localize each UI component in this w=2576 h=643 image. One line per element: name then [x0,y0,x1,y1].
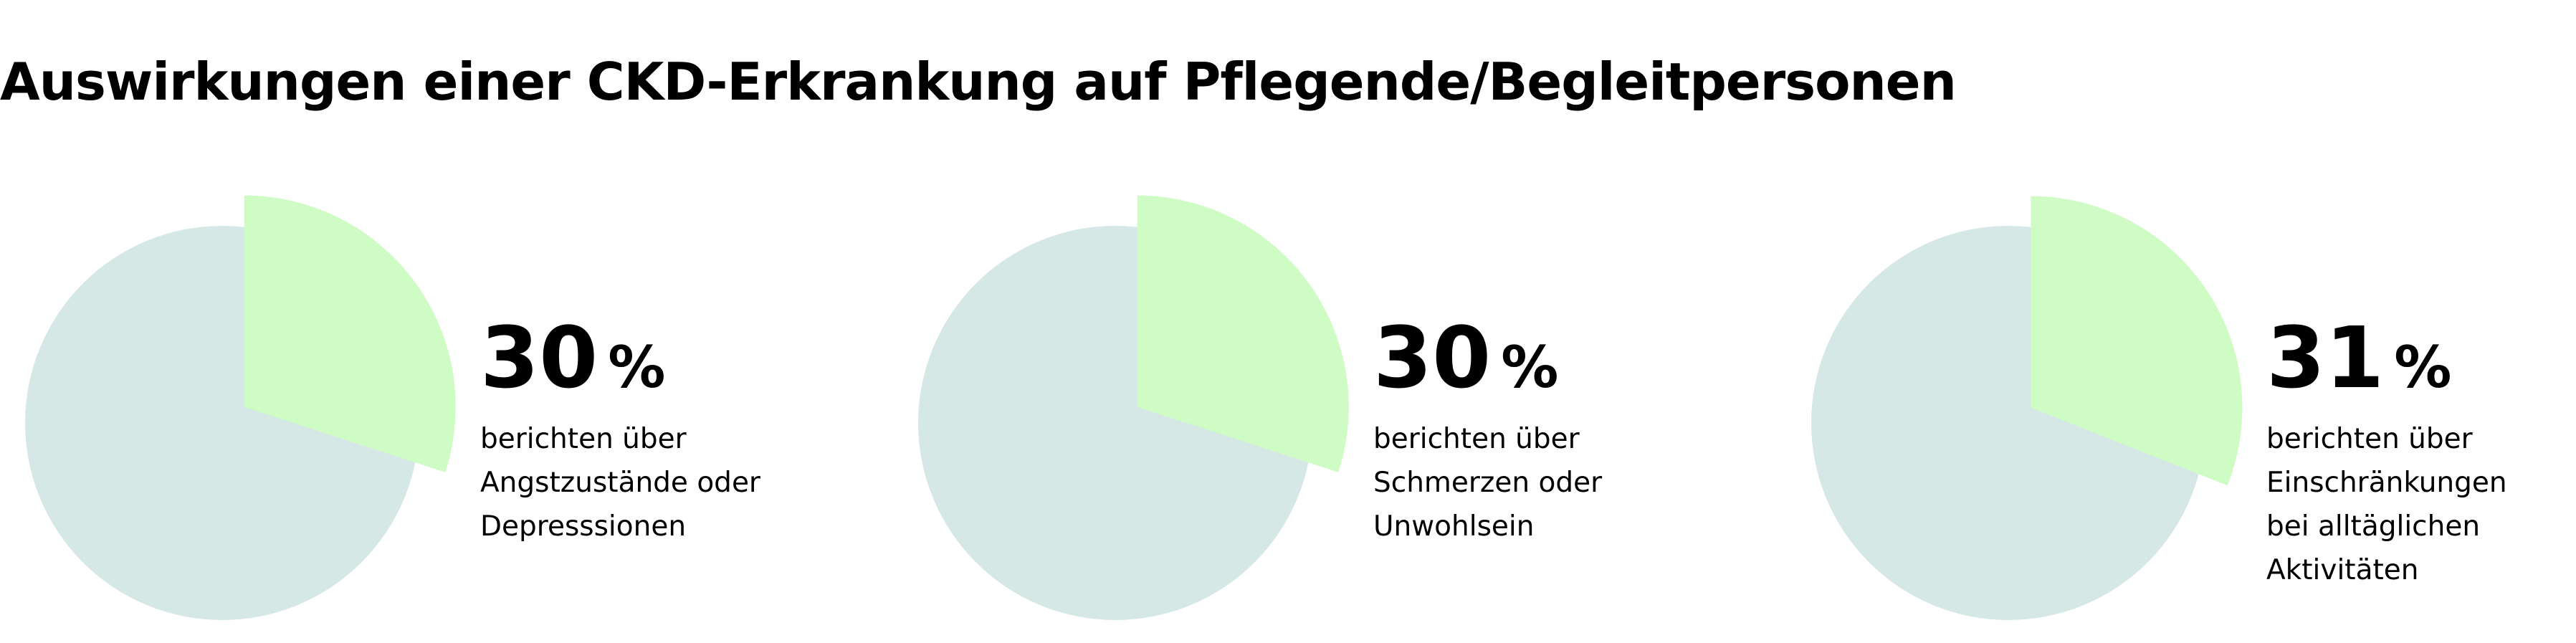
description-line: Einschränkungen [2266,467,2507,499]
percentage-value-3: 31 [2266,308,2385,407]
chart-panel-1: 30% berichten über Angstzustände oder De… [0,0,896,643]
description-line: Depresssionen [480,510,687,543]
pie-highlight-slice [2031,196,2243,486]
description-line: berichten über [480,423,687,455]
percentage-unit-3: % [2394,334,2452,401]
percentage-unit-2: % [1501,334,1559,401]
pie-highlight-slice [244,195,456,472]
stat-description-2: berichten über Schmerzen oder Unwohlsein [1373,417,1602,548]
percentage-unit-1: % [608,334,666,401]
percentage-value-2: 30 [1373,308,1492,407]
stat-value-3: 31% [2266,315,2507,400]
chart-title: Auswirkungen einer CKD-Erkrankung auf Pf… [0,52,1957,112]
description-line: bei alltäglichen [2266,510,2481,543]
percentage-value-1: 30 [480,308,598,407]
description-line: berichten über [2266,423,2473,455]
description-line: Aktivitäten [2266,554,2419,586]
chart-panel-3: 31% berichten über Einschränkungen bei a… [1786,0,2576,643]
description-line: Schmerzen oder [1373,467,1603,499]
stat-value-2: 30% [1373,315,1602,400]
description-line: Angstzustände oder [480,467,760,499]
stat-block-1: 30% berichten über Angstzustände oder De… [480,315,760,548]
description-line: Unwohlsein [1373,510,1535,543]
stat-value-1: 30% [480,315,760,400]
stat-block-2: 30% berichten über Schmerzen oder Unwohl… [1373,315,1602,548]
stat-description-1: berichten über Angstzustände oder Depres… [480,417,760,548]
pie-chart-1 [25,195,456,620]
chart-panel-2: 30% berichten über Schmerzen oder Unwohl… [893,0,1789,643]
pie-chart-3 [1811,196,2243,620]
description-line: berichten über [1373,423,1580,455]
stat-block-3: 31% berichten über Einschränkungen bei a… [2266,315,2507,592]
pie-chart-2 [918,195,1349,620]
pie-highlight-slice [1137,195,1349,472]
stat-description-3: berichten über Einschränkungen bei alltä… [2266,417,2507,592]
